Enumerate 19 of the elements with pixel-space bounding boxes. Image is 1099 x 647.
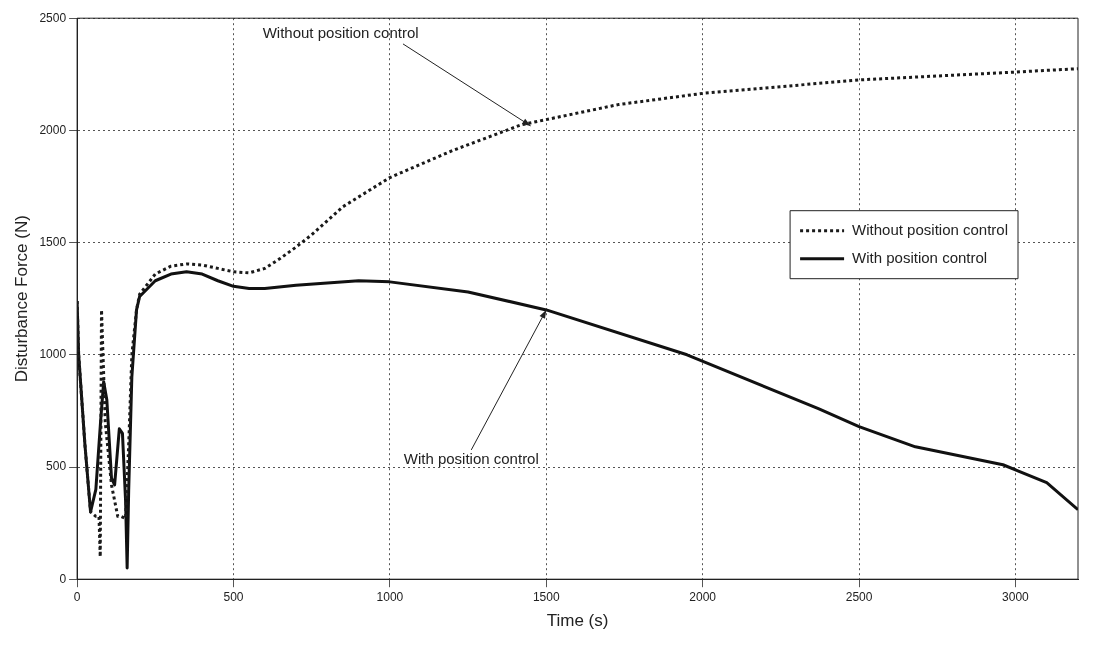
x-axis-title: Time (s) xyxy=(546,611,609,631)
y-tick-label: 2000 xyxy=(39,122,67,137)
y-axis-title: Disturbance Force (N) xyxy=(11,215,31,383)
annotation: With position control xyxy=(403,450,539,468)
x-tick-label: 500 xyxy=(223,589,244,604)
x-tick-label: 1500 xyxy=(532,589,560,604)
y-tick-label: 1000 xyxy=(39,347,67,362)
y-tick-label: 0 xyxy=(59,571,67,586)
annotation: Without position control xyxy=(262,24,419,42)
x-tick-label: 3000 xyxy=(1002,589,1030,604)
legend-label: With position control xyxy=(852,248,988,266)
y-tick-label: 1500 xyxy=(39,234,67,249)
y-tick-label: 2500 xyxy=(39,10,67,25)
legend-label: Without position control xyxy=(852,220,1009,238)
y-tick-label: 500 xyxy=(46,459,67,474)
x-tick-label: 0 xyxy=(73,589,81,604)
x-tick-label: 2000 xyxy=(689,589,717,604)
x-tick-label: 2500 xyxy=(845,589,873,604)
x-tick-label: 1000 xyxy=(376,589,404,604)
